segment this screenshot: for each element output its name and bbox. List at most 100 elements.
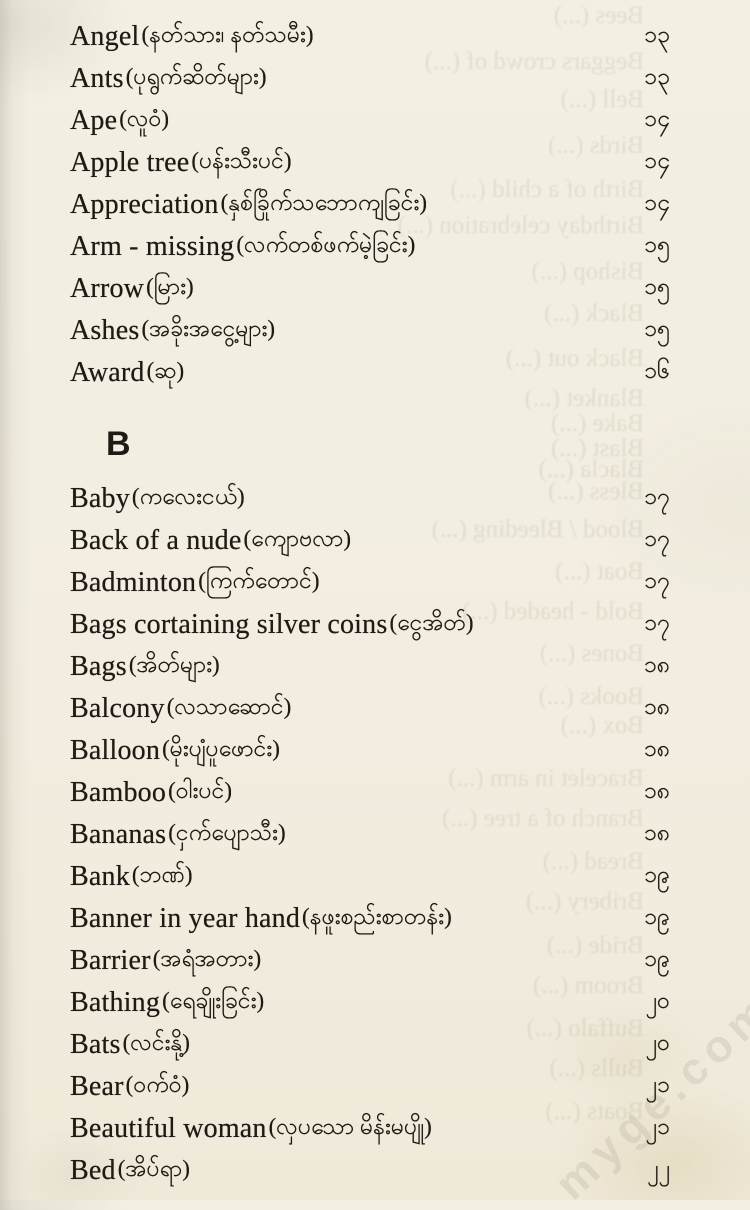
index-entry-row: Bananas (ငှက်ပျောသီး) ၁၈ xyxy=(70,814,670,856)
entry-page-number: ၂၂ xyxy=(647,1156,670,1181)
index-entry-row: Angel (နတ်သား၊ နတ်သမီး) ၁၃ xyxy=(70,16,670,58)
entry-page-number: ၁၇ xyxy=(644,484,670,509)
index-entry-row: Balcony (လသာဆောင်) ၁၈ xyxy=(70,688,670,730)
entry-term: Bathing xyxy=(70,987,161,1018)
entry-page-number: ၁၄ xyxy=(644,190,670,215)
entry-term: Angel xyxy=(70,21,140,52)
index-entry-row: Banner in year hand (နဖူးစည်းစာတန်း) ၁၉ xyxy=(70,898,670,940)
entry-burmese-translation: (ကလေးငယ်) xyxy=(131,484,245,509)
index-entry-row: Bear (ဝက်ဝံ) ၂၁ xyxy=(70,1066,670,1108)
index-entry-row: Ape (လူဝံ) ၁၄ xyxy=(70,100,670,142)
entry-term: Apple tree xyxy=(70,147,190,178)
entry-term: Balcony xyxy=(70,693,165,724)
entry-burmese-translation: (လှပသော မိန်းမပျို) xyxy=(268,1114,432,1139)
entry-burmese-translation: (အရံအတား) xyxy=(152,946,262,971)
index-entry-row: Apple tree (ပန်းသီးပင်) ၁၄ xyxy=(70,142,670,184)
entry-burmese-translation: (ပန်းသီးပင်) xyxy=(191,148,292,173)
entry-term: Ashes xyxy=(70,315,140,346)
entry-burmese-translation: (ဝက်ဝံ) xyxy=(125,1072,190,1097)
entry-burmese-translation: (နဖူးစည်းစာတန်း) xyxy=(302,904,452,929)
entry-burmese-translation: (ဘဏ်) xyxy=(131,862,193,887)
entry-burmese-translation: (မြား) xyxy=(146,274,194,299)
entry-burmese-translation: (အခိုးအငွေ့များ) xyxy=(141,316,276,341)
entry-page-number: ၁၈ xyxy=(643,652,670,677)
entry-term: Bats xyxy=(70,1029,121,1060)
entry-term: Bear xyxy=(70,1071,124,1102)
entry-page-number: ၁၃ xyxy=(644,64,670,89)
entry-page-number: ၂၁ xyxy=(645,1114,670,1139)
index-entry-row: Arm - missing (လက်တစ်ဖက်မဲ့ခြင်း) ၁၅ xyxy=(70,226,670,268)
entry-burmese-translation: (ကြက်တောင်) xyxy=(198,568,320,593)
index-entry-row: Bats (လင်းနို့) ၂၀ xyxy=(70,1024,670,1066)
index-entry-row: Bags (အိတ်များ) ၁၈ xyxy=(70,646,670,688)
entry-term: Bamboo xyxy=(70,777,167,808)
entry-page-number: ၁၈ xyxy=(643,778,670,803)
entry-term: Back of a nude xyxy=(70,525,242,556)
entry-term: Bags xyxy=(70,651,127,682)
index-entry-row: Beautiful woman (လှပသော မိန်းမပျို) ၂၁ xyxy=(70,1108,670,1150)
section-a-entries: Angel (နတ်သား၊ နတ်သမီး) ၁၃ Ants (ပုရွက်ဆိတ်မ… xyxy=(70,16,670,394)
entry-burmese-translation: (နတ်သား၊ နတ်သမီး) xyxy=(141,22,314,47)
section-heading-b: B xyxy=(106,425,131,463)
entry-burmese-translation: (ရေချိုးခြင်း) xyxy=(162,988,265,1013)
entry-burmese-translation: (ပုရွက်ဆိတ်များ) xyxy=(125,64,267,89)
entry-page-number: ၁၄ xyxy=(644,148,670,173)
entry-page-number: ၁၅ xyxy=(644,232,670,257)
entry-page-number: ၁၆ xyxy=(644,358,670,383)
entry-page-number: ၁၅ xyxy=(644,316,670,341)
entry-burmese-translation: (လသာဆောင်) xyxy=(166,694,292,719)
entry-burmese-translation: (လင်းနို့) xyxy=(122,1030,190,1055)
index-entry-row: Barrier (အရံအတား) ၁၉ xyxy=(70,940,670,982)
entry-term: Bed xyxy=(70,1155,116,1186)
entry-burmese-translation: (မိုးပျံပူဖောင်း) xyxy=(162,736,280,761)
entry-term: Banner in year hand xyxy=(70,903,301,934)
entry-term: Balloon xyxy=(70,735,161,766)
index-entry-row: Award (ဆု) ၁၆ xyxy=(70,352,670,394)
index-entry-row: Bed (အိပ်ရာ) ၂၂ xyxy=(70,1150,670,1192)
index-entry-row: Back of a nude (ကျောဗလာ) ၁၇ xyxy=(70,520,670,562)
entry-term: Arrow xyxy=(70,273,145,304)
entry-burmese-translation: (ဝါးပင်) xyxy=(168,778,233,803)
entry-term: Bananas xyxy=(70,819,167,850)
entry-term: Arm - missing xyxy=(70,231,235,262)
entry-page-number: ၁၉ xyxy=(644,946,670,971)
section-b-entries: Baby (ကလေးငယ်) ၁၇ Back of a nude (ကျောဗလာ) ၁၇… xyxy=(70,478,670,1192)
index-entry-row: Bags cortaining silver coins (ငွေအိတ်) ၁၇ xyxy=(70,604,670,646)
entry-burmese-translation: (အိတ်များ) xyxy=(128,652,220,677)
index-entry-row: Arrow (မြား) ၁၅ xyxy=(70,268,670,310)
entry-term: Beautiful woman xyxy=(70,1113,267,1144)
entry-page-number: ၁၇ xyxy=(644,610,670,635)
entry-term: Ants xyxy=(70,63,124,94)
index-entry-row: Ants (ပုရွက်ဆိတ်များ) ၁၃ xyxy=(70,58,670,100)
index-entry-row: Appreciation (နှစ်ခြိုက်သဘောကျခြင်း) ၁၄ xyxy=(70,184,670,226)
entry-page-number: ၁၈ xyxy=(643,820,670,845)
index-entry-row: Bamboo (ဝါးပင်) ၁၈ xyxy=(70,772,670,814)
entry-burmese-translation: (နှစ်ခြိုက်သဘောကျခြင်း) xyxy=(220,190,427,215)
entry-page-number: ၂၀ xyxy=(645,988,670,1013)
index-entry-row: Bathing (ရေချိုးခြင်း) ၂၀ xyxy=(70,982,670,1024)
entry-page-number: ၂၀ xyxy=(645,1030,670,1055)
entry-term: Bank xyxy=(70,861,130,892)
entry-burmese-translation: (လက်တစ်ဖက်မဲ့ခြင်း) xyxy=(236,232,416,257)
index-entry-row: Badminton (ကြက်တောင်) ၁၇ xyxy=(70,562,670,604)
entry-page-number: ၁၈ xyxy=(643,694,670,719)
entry-term: Award xyxy=(70,357,145,388)
entry-term: Ape xyxy=(70,105,118,136)
index-entry-row: Balloon (မိုးပျံပူဖောင်း) ၁၈ xyxy=(70,730,670,772)
entry-page-number: ၁၄ xyxy=(644,106,670,131)
entry-term: Barrier xyxy=(70,945,151,976)
index-entry-row: Baby (ကလေးငယ်) ၁၇ xyxy=(70,478,670,520)
entry-page-number: ၁၈ xyxy=(643,736,670,761)
entry-page-number: ၁၉ xyxy=(644,862,670,887)
entry-burmese-translation: (အိပ်ရာ) xyxy=(117,1156,190,1181)
entry-burmese-translation: (ငှက်ပျောသီး) xyxy=(168,820,286,845)
entry-page-number: ၂၁ xyxy=(645,1072,670,1097)
entry-page-number: ၁၇ xyxy=(644,526,670,551)
entry-burmese-translation: (ငွေအိတ်) xyxy=(389,610,474,635)
entry-page-number: ၁၅ xyxy=(644,274,670,299)
entry-term: Badminton xyxy=(70,567,197,598)
index-entry-row: Bank (ဘဏ်) ၁၉ xyxy=(70,856,670,898)
entry-term: Appreciation xyxy=(70,189,219,220)
